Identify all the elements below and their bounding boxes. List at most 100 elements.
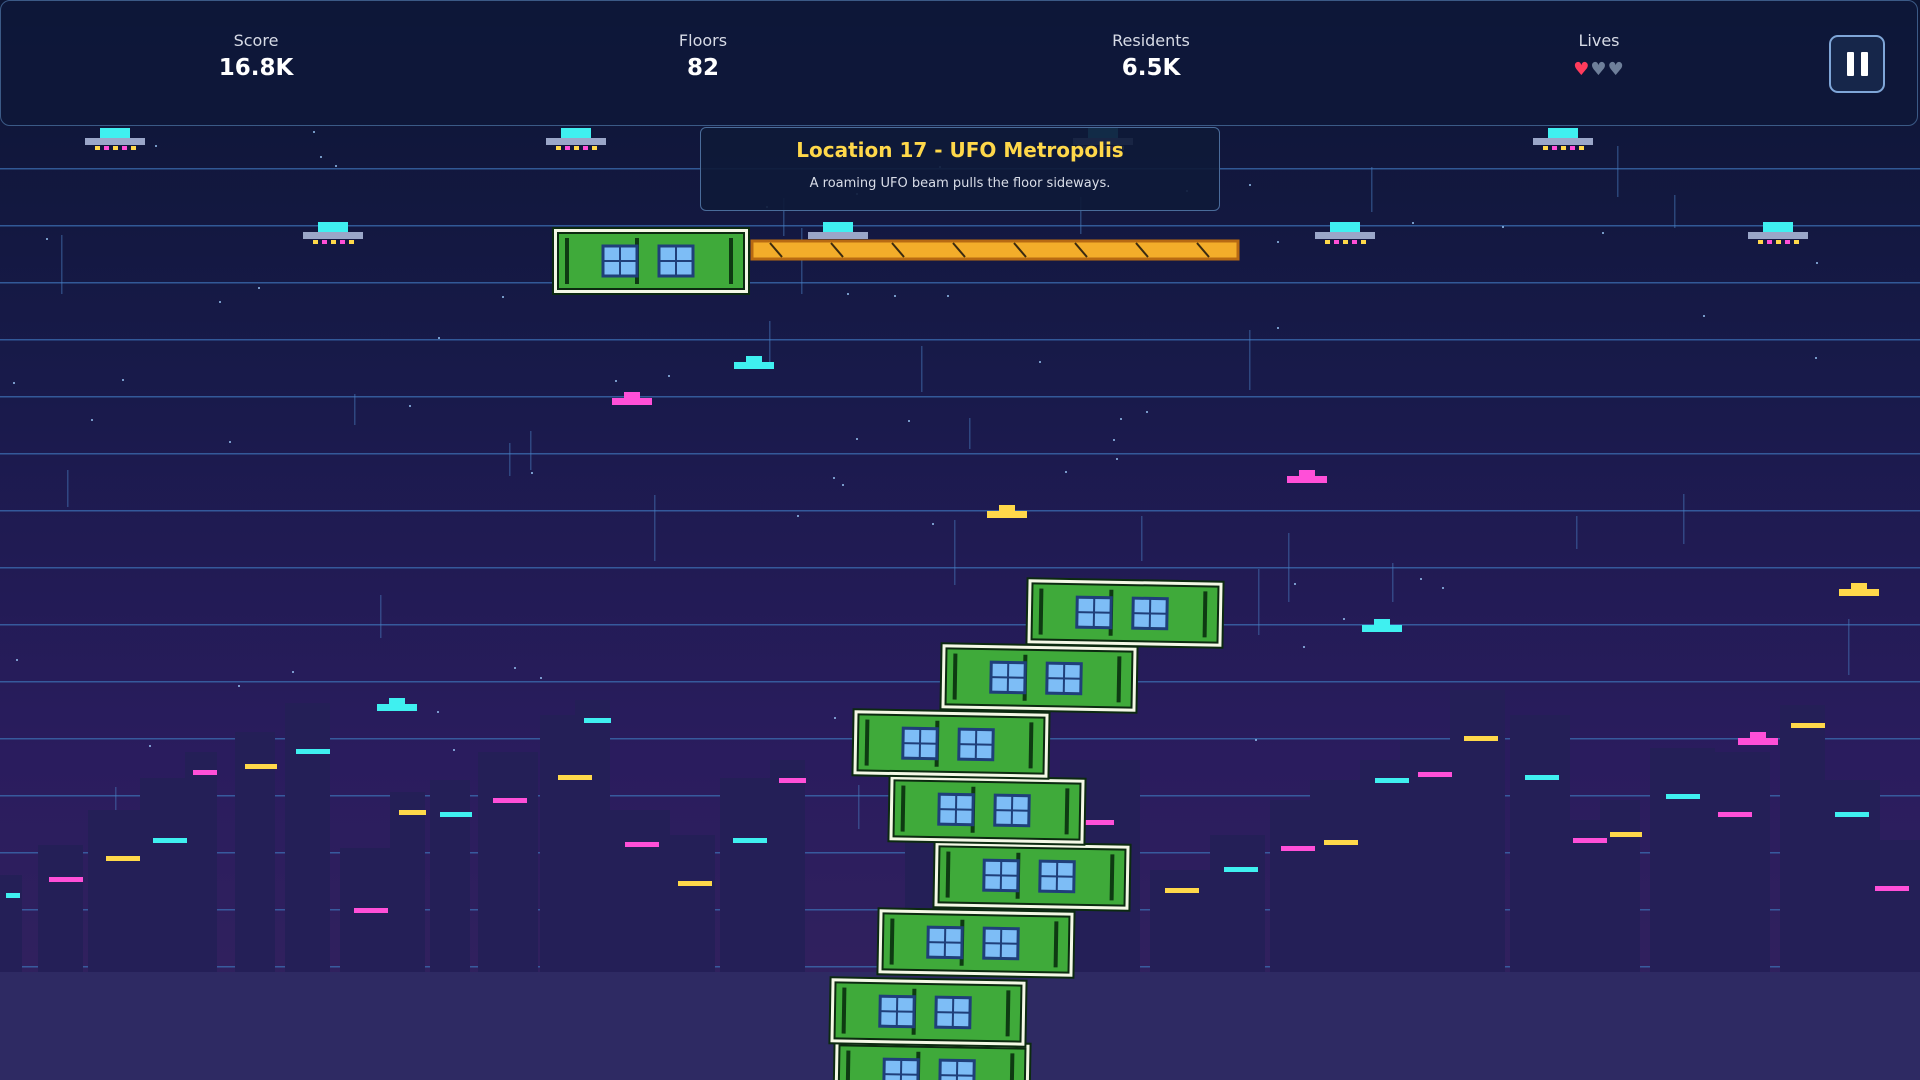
city-building [390,792,425,975]
city-building [1860,840,1920,975]
score-label: Score [233,31,279,50]
rain-streak [783,198,785,236]
rain-streak [61,235,63,294]
location-description: A roaming UFO beam pulls the floor sidew… [809,176,1111,191]
ufo-icon [1839,583,1879,596]
city-building [140,778,190,975]
star [219,301,221,303]
building-light [296,749,330,754]
tower-block [851,708,1051,780]
tower-block [887,774,1087,846]
star [947,295,949,297]
ufo-icon [1287,470,1327,483]
heart-icon: ♥ [1607,59,1625,80]
star [1249,184,1251,186]
building-light [49,877,83,882]
city-building [1450,690,1505,975]
grid-line [0,567,1920,569]
star [1703,315,1705,317]
star [13,382,15,384]
building-light [1281,846,1315,851]
location-banner: Location 17 - UFO Metropolis A roaming U… [700,127,1220,211]
star [320,156,322,158]
star [1815,357,1817,359]
rain-streak [1674,195,1676,228]
city-building [720,778,770,975]
star [1602,232,1604,234]
rain-streak [67,470,69,507]
star [842,484,844,486]
rain-streak [1258,569,1260,635]
building-light [1666,794,1700,799]
star [238,685,240,687]
rain-streak [858,785,860,829]
city-building [1210,835,1265,975]
heart-icon: ♥ [1590,59,1608,80]
star [797,515,799,517]
residents-stat: Residents 6.5K [1051,31,1251,81]
building-light [733,838,767,843]
building-light [584,718,611,723]
star [122,379,124,381]
building-light [1835,812,1869,817]
star [409,405,411,407]
building-light [153,838,187,843]
ufo-icon [1748,222,1808,244]
rain-streak [1848,619,1850,675]
ufo-icon [377,698,417,711]
star [453,749,455,751]
building-light [1165,888,1199,893]
pause-button[interactable] [1829,35,1885,93]
star [540,677,542,679]
city-building [430,780,470,975]
lives-hearts: ♥♥♥ [1499,59,1699,80]
city-building [235,732,275,975]
rain-streak [1288,533,1290,602]
star [1277,327,1279,329]
rain-streak [1371,167,1373,212]
star [1420,578,1422,580]
building-light [1610,832,1642,837]
city-building [0,875,22,975]
grid-line [0,453,1920,455]
rain-streak [1141,516,1143,561]
residents-value: 6.5K [1121,55,1181,81]
star [834,717,836,719]
star [847,293,849,295]
building-light [245,764,277,769]
building-light [558,775,592,780]
rain-streak [654,495,656,561]
building-light [6,893,20,898]
star [313,131,315,133]
star [229,441,231,443]
ufo-icon [987,505,1027,518]
star [149,745,151,747]
star [46,238,48,240]
rain-streak [354,394,356,425]
rain-streak [969,418,971,449]
building-light [1080,820,1114,825]
location-title: Location 17 - UFO Metropolis [796,138,1124,162]
lives-stat: Lives ♥♥♥ [1499,31,1699,80]
star [1146,411,1148,413]
grid-line [0,225,1920,227]
pause-icon [1846,52,1854,76]
city-building [285,703,330,975]
floors-label: Floors [678,31,728,50]
tower-block [832,1039,1032,1080]
star [668,375,670,377]
star [1502,226,1504,228]
star [1816,262,1818,264]
rain-streak [921,346,923,392]
ufo-icon [546,128,606,150]
star [1255,739,1257,741]
city-building [1600,800,1640,975]
building-light [1418,772,1452,777]
building-light [399,810,426,815]
building-light [1464,736,1498,741]
building-light [354,908,388,913]
star [437,711,439,713]
ufo-icon [303,222,363,244]
pause-icon-bar [1860,52,1868,76]
score-value: 16.8K [218,55,294,81]
